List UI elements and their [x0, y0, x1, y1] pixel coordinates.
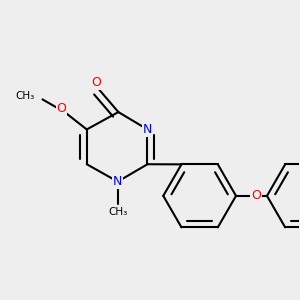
Text: CH₃: CH₃: [15, 91, 34, 101]
Text: N: N: [143, 123, 152, 136]
Text: O: O: [91, 76, 101, 88]
Text: CH₃: CH₃: [108, 207, 128, 217]
Text: O: O: [251, 189, 261, 202]
Text: O: O: [56, 102, 66, 116]
Text: N: N: [113, 175, 122, 188]
